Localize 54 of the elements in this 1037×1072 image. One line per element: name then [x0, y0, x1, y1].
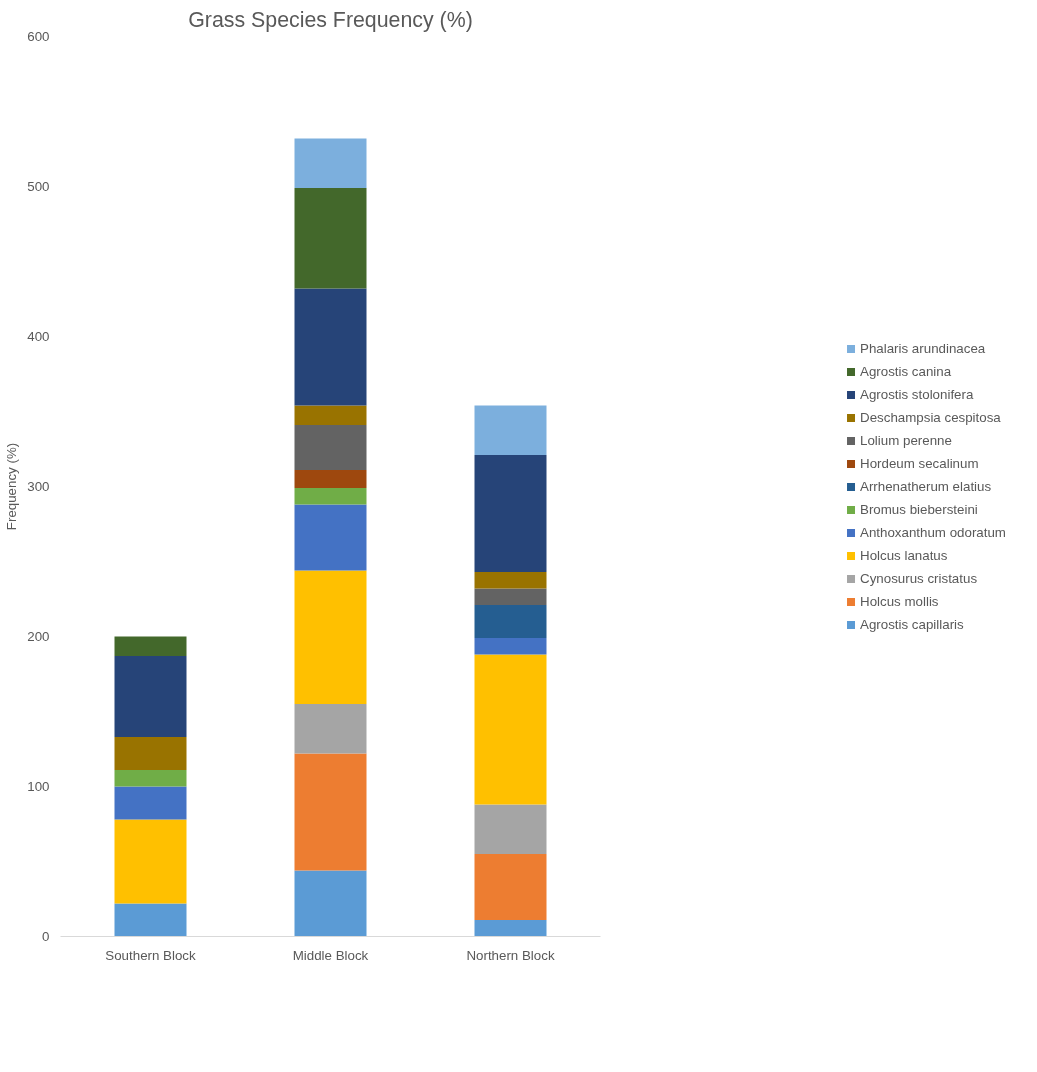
legend-label: Agrostis canina: [860, 363, 952, 379]
bar: [114, 770, 187, 787]
bar: [474, 654, 547, 805]
legend-label: Agrostis capillaris: [860, 616, 964, 632]
bar: [114, 819, 187, 904]
y-tick-label: 100: [27, 779, 50, 794]
legend-label: Agrostis stolonifera: [860, 386, 974, 402]
y-tick-label: 600: [27, 29, 50, 44]
y-tick-label: 0: [42, 929, 50, 944]
y-tick-label: 200: [27, 629, 50, 644]
x-tick-label: Middle Block: [292, 947, 369, 963]
bar: [294, 188, 367, 289]
bar: [294, 425, 367, 470]
legend-label: Anthoxanthum odoratum: [860, 524, 1006, 540]
bar: [114, 737, 187, 770]
legend-label: Holcus lanatus: [860, 547, 948, 563]
bar: [474, 854, 547, 920]
legend-label: Deschampsia cespitosa: [860, 409, 1001, 425]
bar: [294, 504, 367, 571]
bar: [474, 638, 547, 655]
y-axis-title: Frequency (%): [4, 442, 20, 531]
bar: [114, 903, 187, 937]
legend-label: Arrhenatherum elatius: [860, 478, 992, 494]
legend-label: Holcus mollis: [860, 593, 939, 609]
bar: [474, 455, 547, 572]
bar: [294, 570, 367, 704]
legend-label: Hordeum secalinum: [860, 455, 979, 471]
y-tick-label: 400: [27, 329, 50, 344]
legend-label: Lolium perenne: [860, 432, 952, 448]
bar: [474, 405, 547, 455]
bar: [294, 138, 367, 188]
bar: [474, 572, 547, 589]
bar: [294, 470, 367, 488]
legend-label: Phalaris arundinacea: [860, 340, 986, 356]
bar: [114, 786, 187, 820]
chart-title: Grass Species Frequency (%): [188, 7, 473, 32]
legend-label: Bromus biebersteini: [860, 501, 978, 517]
bar: [474, 804, 547, 854]
bar: [294, 704, 367, 754]
bar: [294, 288, 367, 406]
bar: [474, 920, 547, 937]
bar: [114, 656, 187, 737]
x-tick-label: Southern Block: [105, 947, 197, 963]
bar: [474, 588, 547, 605]
bar: [114, 636, 187, 656]
bar: [294, 488, 367, 505]
bar: [294, 870, 367, 937]
bar: [294, 405, 367, 425]
y-tick-label: 500: [27, 179, 50, 194]
x-tick-label: Northern Block: [466, 947, 555, 963]
bar: [294, 753, 367, 871]
y-tick-label: 300: [27, 479, 50, 494]
bar: [474, 605, 547, 638]
legend-label: Cynosurus cristatus: [860, 570, 978, 586]
